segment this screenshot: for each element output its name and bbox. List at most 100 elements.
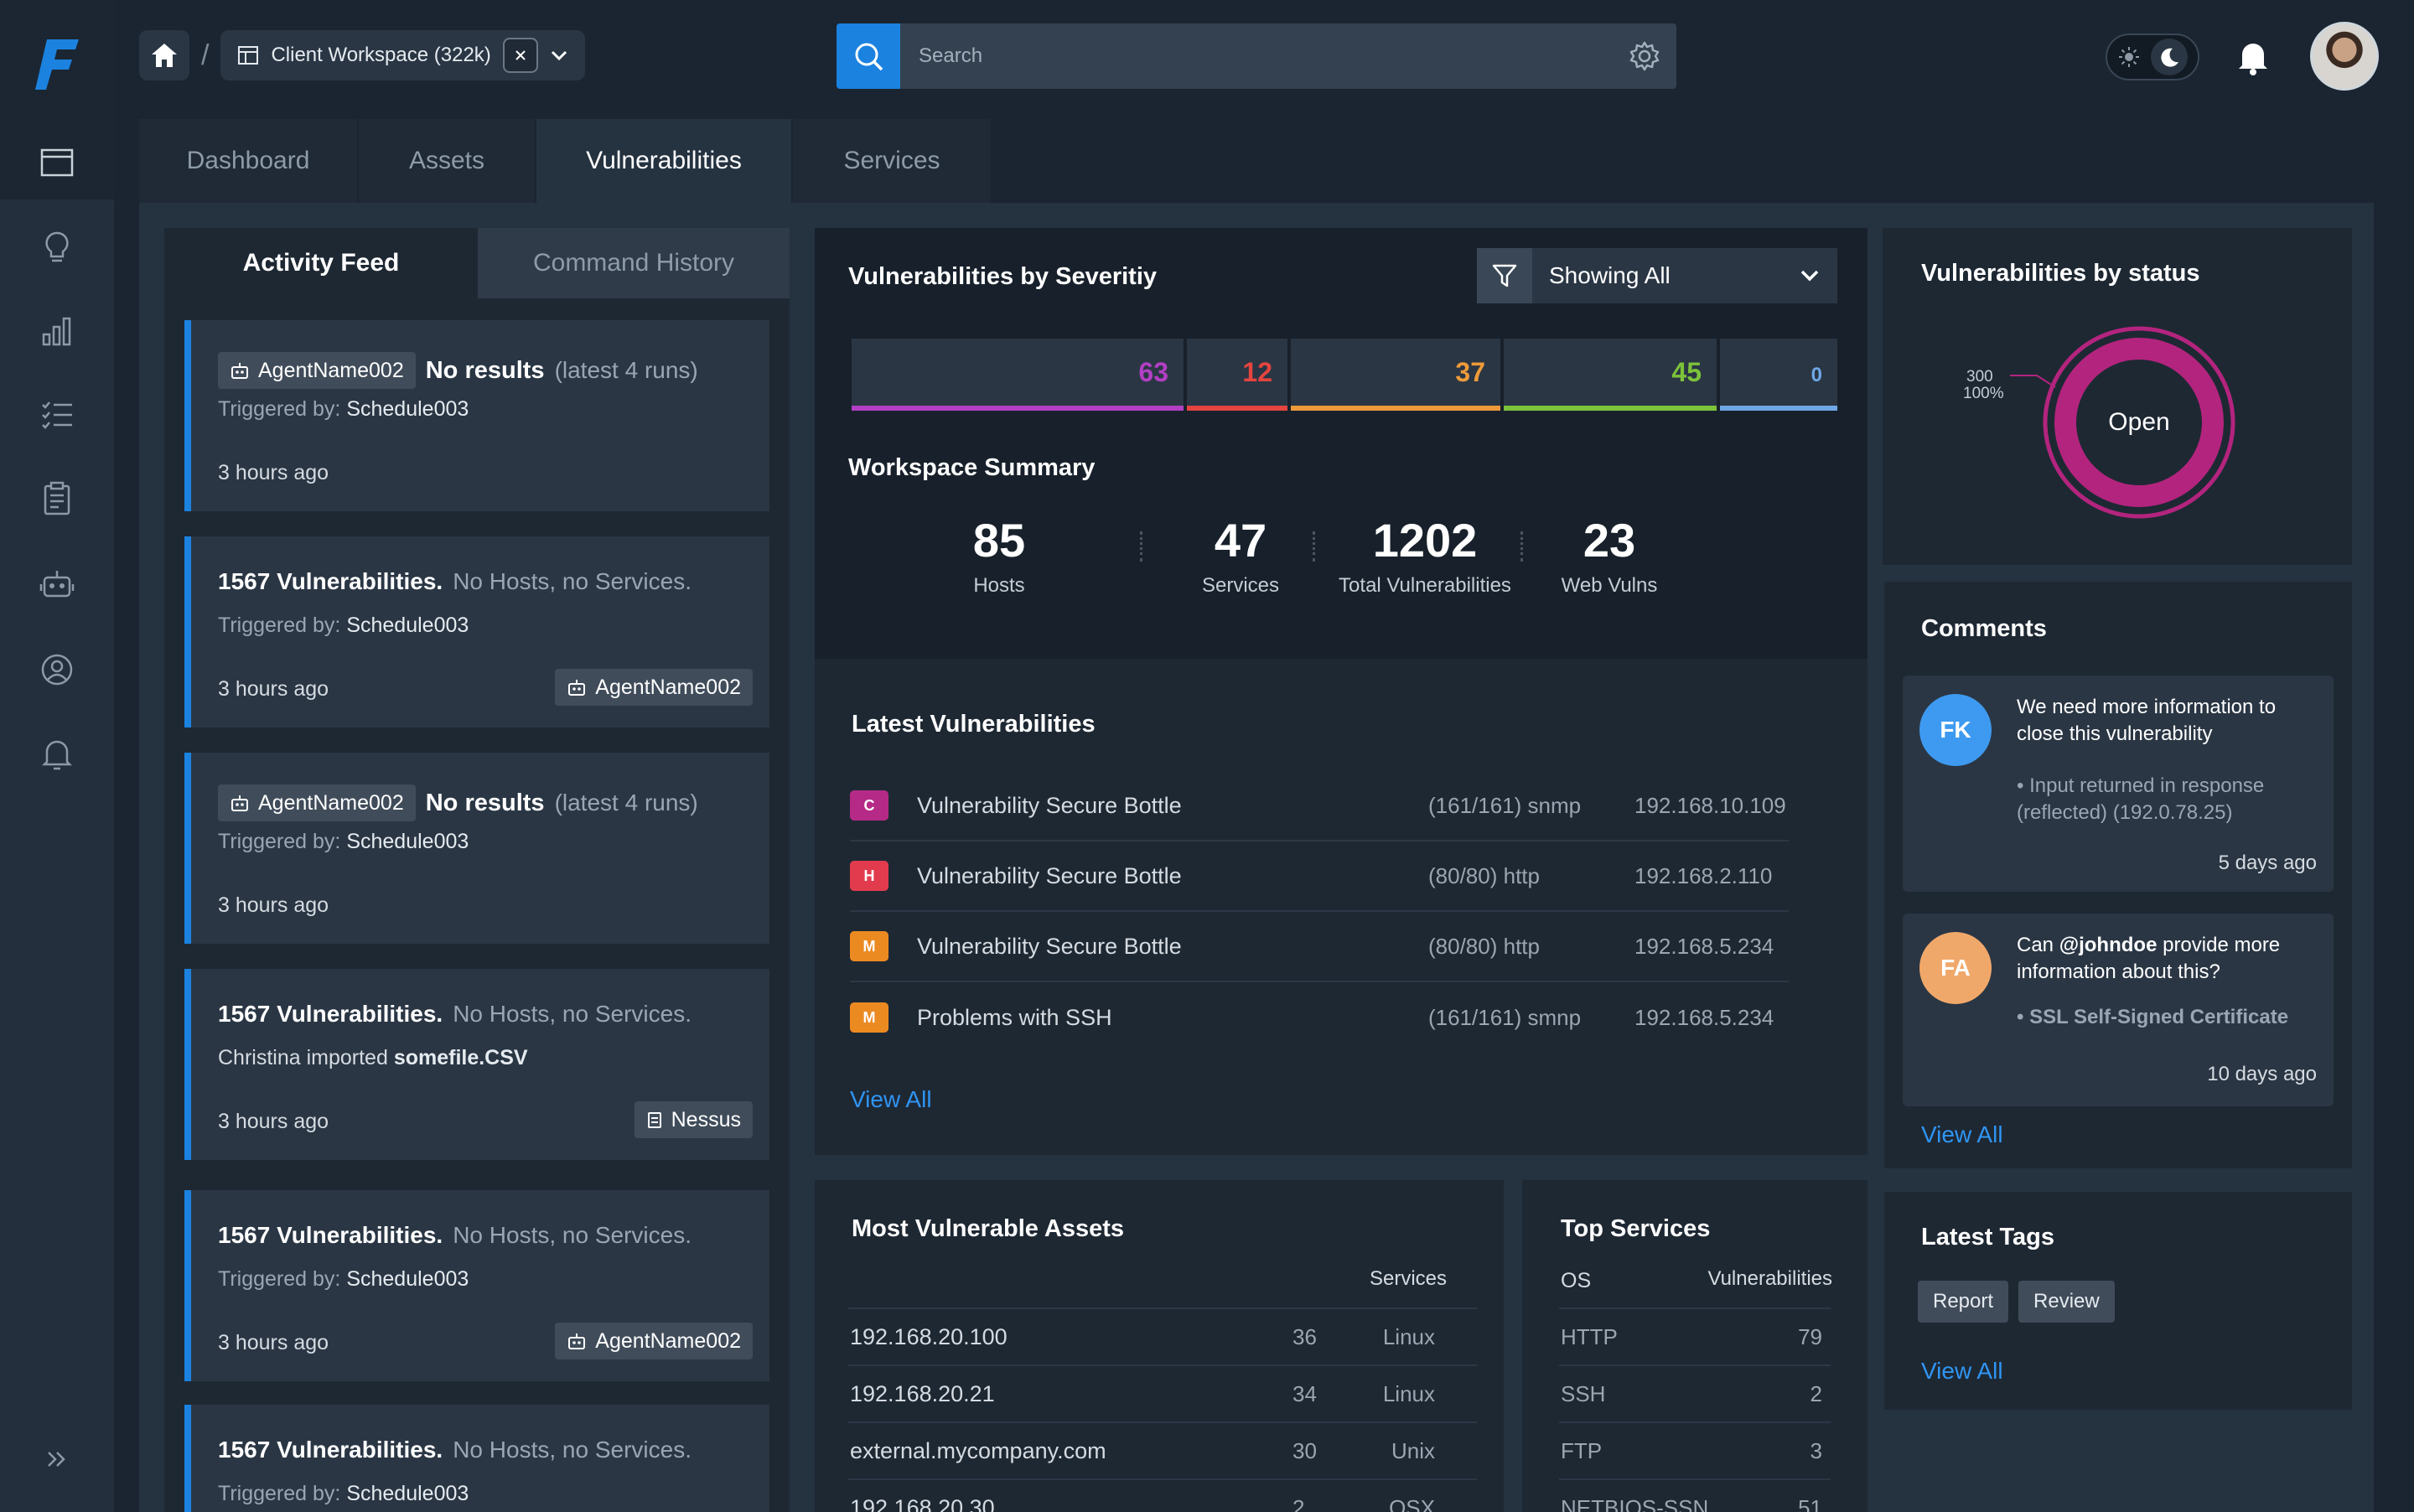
agent-name: AgentName002 [258,790,404,815]
feed-item[interactable]: 1567 Vulnerabilities. No Hosts, no Servi… [184,969,769,1160]
tab-vulnerabilities[interactable]: Vulnerabilities [536,119,791,203]
nav-notifications[interactable] [0,717,114,790]
feed-item[interactable]: 1567 Vulnerabilities. No Hosts, no Servi… [184,1405,769,1512]
home-button[interactable] [139,30,189,80]
tab-dashboard[interactable]: Dashboard [139,119,357,203]
vulnerability-port: (80/80) http [1428,862,1540,888]
chevron-down-icon[interactable] [550,49,568,61]
workspace-summary-title: Workspace Summary [848,454,1096,481]
agent-chip[interactable]: AgentName002 [555,1323,753,1359]
service-vulns: 3 [1810,1438,1822,1463]
vulnerability-row[interactable]: H Vulnerability Secure Bottle (80/80) ht… [850,841,1789,912]
agent-chip[interactable]: AgentName002 [218,784,416,821]
filter-icon-box [1477,248,1532,303]
agent-chip[interactable]: AgentName002 [555,669,753,706]
asset-count: 30 [1292,1438,1317,1463]
tab-assets[interactable]: Assets [359,119,535,203]
comment-text: We need more information to close this v… [2017,696,2277,745]
vulnerability-ip: 192.168.2.110 [1634,862,1773,888]
nav-tasks[interactable] [0,379,114,451]
tag-review[interactable]: Review [2018,1281,2115,1323]
donut-open-slice[interactable] [2054,338,2224,507]
severity-critical[interactable]: 63 [852,339,1184,411]
comment-card[interactable]: FK We need more information to close thi… [1903,676,2334,892]
search-bar [837,23,1676,89]
feed-item-detail: No Hosts, no Services. [453,568,692,594]
user-avatar[interactable] [2310,22,2379,91]
nav-users[interactable] [0,634,114,706]
clear-workspace-button[interactable] [502,38,538,73]
asset-row[interactable]: 192.168.20.100 36 Linux [848,1307,1477,1364]
comment-reference[interactable]: • SSL Self-Signed Certificate [2017,1006,2289,1028]
asset-row[interactable]: external.mycompany.com 30 Unix [848,1421,1477,1478]
severity-medium[interactable]: 37 [1291,339,1500,411]
nav-analytics[interactable] [0,295,114,367]
nav-workspace[interactable] [0,127,114,199]
latest-vulnerabilities-panel: Latest Vulnerabilities C Vulnerability S… [815,659,1867,1155]
tag-report[interactable]: Report [1918,1281,2009,1323]
asset-row[interactable]: 192.168.20.30 2 OSX [848,1478,1477,1512]
stat-web-vulns[interactable]: 23 Web Vulns [1534,513,1685,598]
asset-count: 36 [1292,1324,1317,1349]
latest-tags-panel: Latest Tags Report Review View All [1884,1192,2352,1410]
tab-command-history[interactable]: Command History [478,228,790,298]
search-settings-button[interactable] [1613,39,1676,73]
workspace-label: Client Workspace (322k) [271,44,491,66]
vulnerability-row[interactable]: M Problems with SSH (161/161) smnp 192.1… [850,982,1789,1053]
severity-info[interactable]: 0 [1720,339,1837,411]
status-donut-chart[interactable] [2038,322,2240,523]
severity-low[interactable]: 45 [1504,339,1717,411]
donut-outer-ring [2043,326,2235,519]
feed-item-sub: Triggered by: Schedule003 [218,614,469,638]
tab-activity-feed[interactable]: Activity Feed [164,228,478,298]
stat-services[interactable]: 47 Services [1165,513,1316,598]
severity-badge: M [850,1002,888,1033]
severity-filter-dropdown[interactable]: Showing All [1477,248,1837,303]
vulnerability-row[interactable]: M Vulnerability Secure Bottle (80/80) ht… [850,912,1789,982]
comments-view-all-link[interactable]: View All [1921,1121,2003,1147]
comment-text-prefix: Can [2017,934,2059,956]
nav-reports[interactable] [0,463,114,535]
app-logo[interactable] [0,0,114,129]
agent-chip[interactable]: AgentName002 [218,352,416,389]
severity-high[interactable]: 12 [1187,339,1287,411]
theme-toggle[interactable] [2106,34,2199,80]
comment-reference[interactable]: • Input returned in response (reflected)… [2017,774,2265,824]
feed-item-sub: Triggered by: Schedule003 [218,1267,469,1292]
source-chip[interactable]: Nessus [634,1101,753,1138]
vulnerability-name: Problems with SSH [917,1004,1112,1030]
search-input[interactable] [900,44,1613,68]
feed-item[interactable]: 1567 Vulnerabilities. No Hosts, no Servi… [184,1190,769,1381]
service-row[interactable]: FTP 3 [1559,1421,1831,1478]
tags-view-all-link[interactable]: View All [1921,1358,2003,1384]
service-row[interactable]: HTTP 79 [1559,1307,1831,1364]
tab-services[interactable]: Services [793,119,991,203]
asset-row[interactable]: 192.168.20.21 34 Linux [848,1364,1477,1421]
feed-item[interactable]: AgentName002 No results (latest 4 runs) … [184,320,769,511]
filter-icon [1492,264,1517,287]
nav-insights[interactable] [0,211,114,283]
comment-mention[interactable]: @johndoe [2059,934,2158,956]
stat-total-vulnerabilities[interactable]: 1202 Total Vulnerabilities [1324,513,1526,598]
nav-agents[interactable] [0,548,114,620]
feed-item-sub: Christina imported somefile.CSV [218,1046,528,1070]
feed-item[interactable]: 1567 Vulnerabilities. No Hosts, no Servi… [184,536,769,728]
search-button[interactable] [837,23,900,89]
workspace-selector[interactable]: Client Workspace (322k) [220,30,585,80]
breadcrumb: / Client Workspace (322k) [139,30,585,80]
service-row[interactable]: NETBIOS-SSN 51 [1559,1478,1831,1512]
comment-card[interactable]: FA Can @johndoe provide more information… [1903,914,2334,1106]
expand-rail-button[interactable] [0,1423,114,1495]
stat-hosts[interactable]: 85 Hosts [924,513,1075,598]
moon-icon [2160,48,2178,67]
feed-item-detail: No Hosts, no Services. [453,1001,692,1027]
service-vulns: 79 [1798,1324,1822,1349]
notifications-bell-icon[interactable] [2233,37,2273,77]
vulnerability-port: (161/161) snmp [1428,792,1582,818]
trigger-label: Triggered by: [218,614,341,637]
feed-item[interactable]: AgentName002 No results (latest 4 runs) … [184,753,769,944]
donut-annotation-percent: 100% [1963,385,2004,402]
vulnerability-row[interactable]: C Vulnerability Secure Bottle (161/161) … [850,771,1789,841]
service-row[interactable]: SSH 2 [1559,1364,1831,1421]
latest-view-all-link[interactable]: View All [850,1086,932,1112]
